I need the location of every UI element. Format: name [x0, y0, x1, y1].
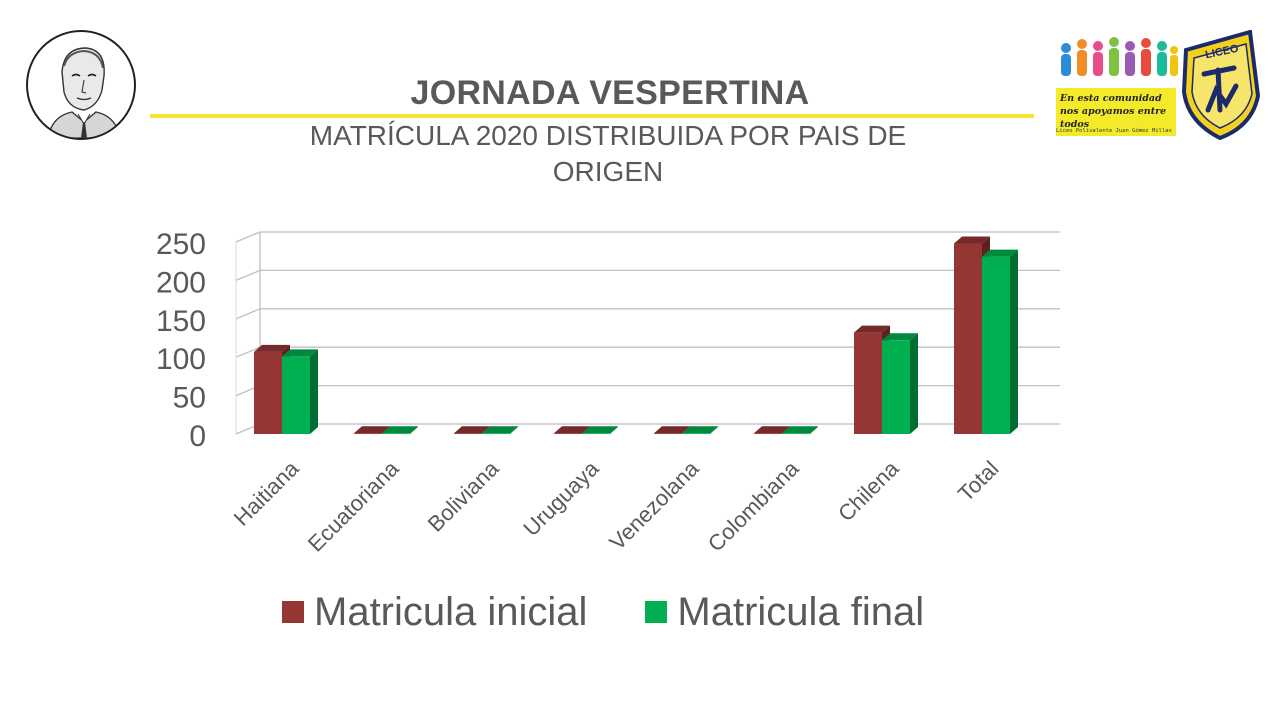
bar-side	[610, 426, 618, 434]
school-logo: En esta comunidad nos apoyamos entre tod…	[1056, 30, 1260, 140]
title-underline	[150, 114, 1034, 118]
bar-top	[754, 426, 790, 434]
bar-top	[454, 426, 490, 434]
bar-top	[882, 333, 918, 341]
x-tick-label: Uruguaya	[518, 455, 604, 541]
y-tick-label: 200	[156, 266, 206, 299]
bar-side	[810, 426, 818, 434]
community-people-icon	[1061, 37, 1178, 76]
bar	[982, 256, 1010, 434]
bar-side	[710, 426, 718, 434]
bar-top	[582, 426, 618, 434]
bar-side	[310, 349, 318, 434]
x-tick-label: Boliviana	[423, 455, 504, 536]
bar-top	[254, 344, 290, 352]
bar-top	[982, 249, 1018, 257]
bar	[882, 340, 910, 434]
page-subtitle: MATRÍCULA 2020 DISTRIBUIDA POR PAIS DE O…	[309, 120, 907, 187]
legend-swatch-inicial	[282, 601, 304, 623]
bar	[854, 332, 882, 434]
bar-side	[410, 426, 418, 434]
bar	[554, 433, 582, 435]
bar	[454, 433, 482, 435]
x-tick-label: Ecuatoriana	[303, 455, 404, 556]
shield-icon	[1181, 30, 1260, 140]
x-tick-label: Venezolana	[605, 455, 705, 555]
y-tick-label: 50	[173, 382, 206, 415]
chart-legend: Matricula inicial Matricula final	[282, 590, 982, 634]
x-tick-label: Haitiana	[229, 455, 304, 530]
bar-top	[482, 426, 518, 434]
bar-side	[910, 333, 918, 434]
y-tick-label: 0	[189, 420, 206, 453]
y-tick-label: 100	[156, 343, 206, 376]
bar-side	[1010, 249, 1018, 434]
bar-top	[382, 426, 418, 434]
bar	[954, 243, 982, 434]
x-tick-label: Colombiana	[703, 455, 804, 556]
y-tick-label: 250	[156, 228, 206, 261]
legend-item-final: Matricula final	[645, 590, 924, 635]
logo-slogan: En esta comunidad nos apoyamos entre tod…	[1060, 93, 1167, 130]
bar	[382, 433, 410, 435]
gridline-side	[235, 269, 261, 281]
portrait-logo	[26, 30, 136, 140]
bar	[654, 433, 682, 435]
legend-label-final: Matricula final	[677, 589, 925, 634]
bar	[354, 433, 382, 435]
bar-side	[510, 426, 518, 434]
logo-caption: Liceo Polivalente Juan Gómez Millas	[1056, 128, 1172, 134]
bar	[754, 433, 782, 435]
y-tick-label: 150	[156, 305, 206, 338]
bar-top	[782, 426, 818, 434]
bar-top	[954, 236, 990, 244]
legend-label-inicial: Matricula inicial	[314, 589, 588, 634]
gridline-side	[235, 231, 261, 243]
x-tick-label: Chilena	[833, 455, 904, 526]
bar-top	[354, 426, 390, 434]
gridline-side	[235, 346, 261, 358]
x-tick-label: Total	[953, 456, 1004, 507]
legend-item-inicial: Matricula inicial	[282, 590, 587, 635]
bar-top	[282, 349, 318, 357]
bar	[254, 351, 282, 434]
legend-swatch-final	[645, 601, 668, 623]
bar-top	[554, 426, 590, 434]
bar	[682, 433, 710, 435]
bar	[482, 433, 510, 435]
slogan-banner	[1056, 88, 1176, 136]
gridline-side	[235, 308, 261, 320]
bar-top	[682, 426, 718, 434]
page-title: JORNADA VESPERTINA	[410, 74, 810, 112]
bar-top	[654, 426, 690, 434]
bar-top	[854, 325, 890, 333]
bar	[782, 433, 810, 435]
bar	[582, 433, 610, 435]
bar	[282, 356, 310, 434]
